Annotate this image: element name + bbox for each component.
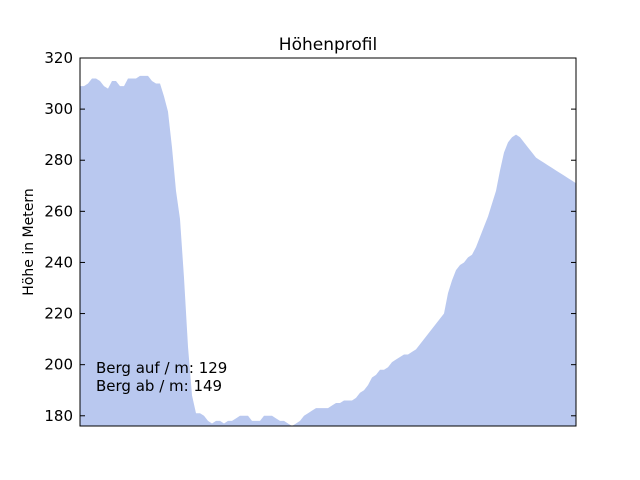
y-tick-label: 220 (44, 305, 73, 323)
y-tick-label: 280 (44, 151, 73, 169)
plot-layer (80, 75, 576, 426)
y-tick-label: 260 (44, 202, 73, 220)
y-tick-label: 320 (44, 49, 73, 67)
tick-layer: 180 200 220 240 260 280 300 320 (44, 49, 576, 425)
y-tick-label: 240 (44, 253, 73, 271)
y-tick-label: 200 (44, 356, 73, 374)
elevation-area (80, 75, 576, 426)
y-axis-label: Höhe in Metern (21, 188, 37, 295)
annotation-ascent: Berg auf / m: 129 (96, 359, 227, 377)
chart-title: Höhenprofil (279, 35, 377, 55)
y-tick-label: 300 (44, 100, 73, 118)
annotation-descent: Berg ab / m: 149 (96, 377, 222, 395)
y-tick-label: 180 (44, 407, 73, 425)
plot-frame (79, 57, 577, 427)
